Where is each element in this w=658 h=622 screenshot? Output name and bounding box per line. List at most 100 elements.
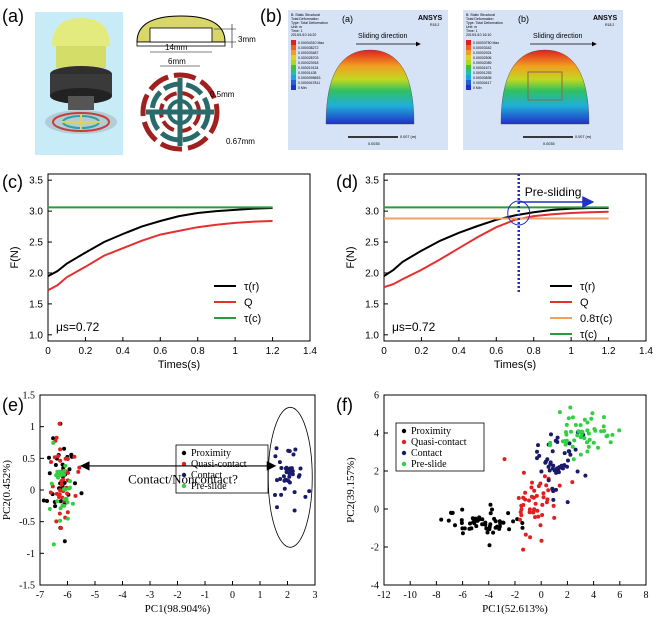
y-tick-label-c: 3.5	[29, 176, 43, 187]
scatter-point-f	[596, 445, 600, 450]
legend-box-f	[395, 422, 485, 472]
scatter-point-f	[453, 523, 457, 528]
scatter-point-e	[59, 482, 64, 487]
y-tick-label-e: -0.5	[19, 517, 35, 528]
legend-marker-f-1	[401, 439, 407, 445]
scatter-point-f	[572, 438, 577, 443]
x-tick-label-c: 0.8	[191, 346, 205, 357]
scatter-point-f	[551, 503, 556, 508]
scatter-point-f	[497, 519, 502, 524]
y-tick-label-d: 2.5	[365, 238, 379, 249]
scatter-point-f	[604, 434, 609, 439]
scatter-point-f	[529, 485, 534, 490]
scatter-point-f	[587, 437, 592, 442]
scatter-point-e	[51, 440, 56, 445]
scatter-point-e	[284, 467, 289, 472]
scatter-point-f	[543, 459, 548, 464]
dim-6mm: 6mm	[168, 57, 186, 66]
scatter-point-f	[593, 428, 598, 433]
scatter-point-f	[585, 440, 589, 445]
scatter-point-f	[566, 458, 570, 463]
legend-label-c-1: Q	[244, 297, 253, 309]
scatter-point-f	[550, 486, 555, 491]
scatter-point-f	[532, 508, 536, 512]
x-tick-label-d: 0.2	[414, 346, 428, 357]
y-axis-label-e: PC2(0.452%)	[1, 460, 13, 521]
legA-swatch-5	[291, 65, 296, 70]
scatter-point-f	[582, 436, 587, 441]
scatter-point-e	[277, 460, 282, 465]
legend-marker-e-3	[181, 483, 187, 489]
scatter-point-f	[536, 443, 540, 448]
legA-value-7: 0.0000095653	[298, 76, 320, 80]
x-tick-label-f: -6	[458, 590, 466, 601]
scatter-point-f	[535, 449, 539, 454]
legend-label-c-2: τ(c)	[244, 313, 261, 325]
scatter-point-f	[488, 522, 493, 527]
series-line-c-1	[47, 220, 273, 292]
scatter-point-f	[567, 449, 571, 454]
x-tick-label-c: 0.6	[153, 346, 167, 357]
scatter-point-f	[477, 515, 482, 520]
x-tick-label-f: -2	[511, 590, 519, 601]
y-tick-label-d: 1.0	[365, 330, 379, 341]
panel-label-c: (c)	[2, 172, 23, 192]
scatter-point-e	[53, 504, 58, 509]
scatter-point-f	[568, 452, 573, 457]
x-tick-label-f: -10	[404, 590, 417, 601]
legA-swatch-1	[291, 45, 296, 50]
scatter-point-e	[65, 510, 70, 515]
y-tick-label-c: 2.0	[29, 268, 43, 279]
scatter-point-f	[527, 507, 532, 512]
fem-a-title-2: Type: Total Deformation	[291, 21, 328, 25]
scatter-point-e	[284, 478, 289, 483]
legend-label-f-1: Quasi-contact	[411, 437, 467, 448]
y-tick-label-e: 0.5	[23, 454, 36, 465]
scatter-point-f	[570, 415, 575, 420]
legB-swatch-0	[466, 40, 471, 45]
scatter-point-f	[555, 440, 560, 444]
y-tick-label-f: -2	[371, 543, 379, 554]
scatter-point-e	[51, 542, 56, 547]
scatter-point-f	[546, 488, 551, 493]
x-tick-label-d: 1.4	[639, 346, 653, 357]
y-tick-label-e: -1.5	[19, 581, 35, 592]
fem-b-scale-text: 0.007 (m)	[575, 135, 592, 139]
scatter-point-e	[275, 478, 279, 483]
fem-a-title-5: 2019/1/10 16:20	[291, 33, 316, 37]
scatter-point-f	[573, 423, 578, 427]
scatter-point-e	[49, 481, 54, 486]
scatter-point-f	[502, 457, 507, 462]
fem-a-title-3: Unit: m	[291, 25, 302, 29]
scatter-point-f	[519, 513, 524, 518]
scatter-point-f	[565, 500, 570, 505]
scatter-point-e	[58, 447, 63, 452]
scatter-point-e	[296, 474, 301, 479]
scatter-point-f	[535, 508, 540, 513]
y-tick-label-c: 1.0	[29, 330, 43, 341]
scatter-point-f	[582, 417, 587, 422]
legA-swatch-0	[291, 40, 296, 45]
scatter-point-e	[279, 492, 284, 497]
fem-a-label: (a)	[342, 14, 353, 24]
scatter-point-f	[530, 480, 534, 485]
x-tick-label-f: -4	[485, 590, 493, 601]
x-axis-label-f: PC1(52.613%)	[482, 603, 548, 615]
scatter-point-e	[73, 493, 78, 498]
contact-noncontact-label: Contact/Noncontact?	[128, 472, 238, 487]
scatter-point-e	[48, 490, 53, 495]
scatter-point-f	[552, 468, 557, 473]
scatter-point-e	[57, 511, 62, 516]
scatter-point-f	[548, 440, 553, 445]
y-tick-label-f: -4	[371, 581, 379, 592]
scatter-point-f	[569, 429, 573, 434]
scatter-point-f	[544, 500, 549, 505]
scatter-point-e	[68, 479, 72, 484]
scatter-point-e	[69, 452, 74, 457]
scatter-point-f	[570, 444, 575, 449]
x-axis-label-e: PC1(98.904%)	[145, 603, 211, 615]
legend-marker-f-0	[401, 428, 407, 434]
fem-subpanel-b: B: Static Structural Total Deformation T…	[463, 10, 623, 150]
scatter-point-f	[568, 405, 573, 410]
legA-swatch-4	[291, 60, 296, 65]
